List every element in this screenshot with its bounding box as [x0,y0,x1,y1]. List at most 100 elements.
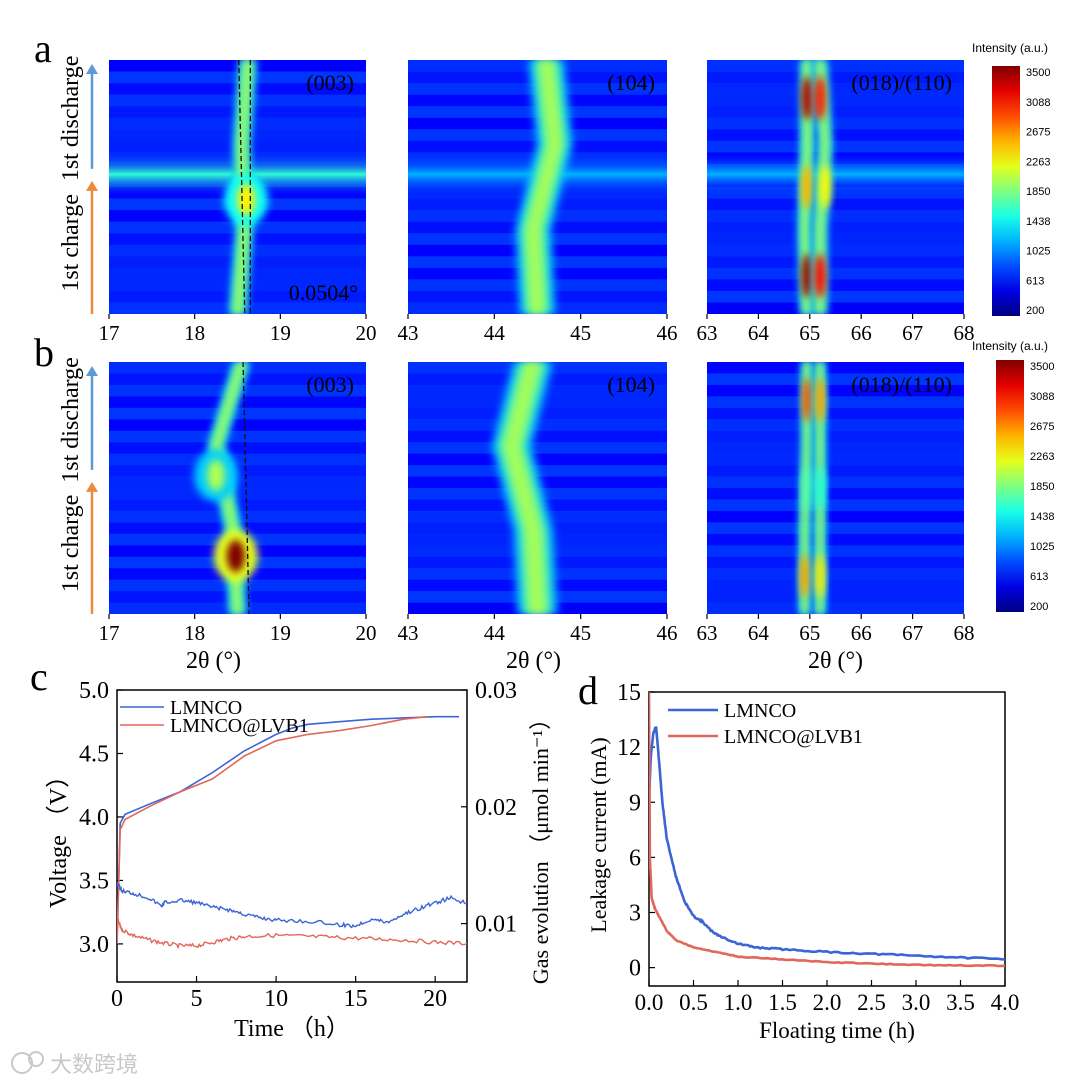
peak-018-hotspot [802,466,812,510]
heatmap-band [109,453,366,466]
y-tick-label: 3.0 [79,932,109,958]
heatmap-b-1: (003) 17 18 19 20 2θ (°) [99,361,377,674]
peak-110-hotspot [815,466,825,510]
peak-annotation: (104) [607,70,655,95]
heatmap-band [408,453,667,466]
x-axis-title: Time （h） [234,1016,350,1042]
colorbar-tick-label: 1025 [1026,246,1050,258]
y-axis-labels: 1st charge 1st discharge [58,56,84,292]
series-line-1 [117,715,428,944]
x-tick-label: 64 [748,621,770,645]
heatmap-band [707,140,964,153]
heatmap-band [109,488,366,500]
y-tick-label: 4.5 [79,741,109,767]
colorbar-tick-label: 1850 [1030,481,1054,493]
heatmap-band [707,384,964,397]
peak-annotation: (104) [607,372,655,397]
heatmap-band [109,419,366,432]
heatmap-band [707,244,964,257]
legend-label: LMNCO [170,697,242,719]
heatmap-panel-b: b 1st charge 1st discharge (003) 17 18 19 20 2θ … [34,330,975,674]
heatmap-band [707,510,964,523]
colorbar-tick-label: 2675 [1030,421,1054,433]
heatmap-band [707,442,964,455]
x-tick-label: 18 [184,621,205,645]
series-group [117,715,467,950]
colorbar-tick-label: 2675 [1026,127,1050,139]
y-tick-label: 3 [629,901,641,927]
heatmap-band [707,453,964,466]
x-tick-label: 2.5 [857,990,886,1015]
x-tick-label: 43 [398,321,419,345]
colorbar-tick-label: 2263 [1026,156,1050,168]
peak-annotation: (003) [306,70,354,95]
heatmap-band [109,442,366,455]
x-tick-label: 67 [902,621,923,645]
x-axis-ticks: 17 18 19 20 [99,314,377,345]
y-axis-labels: 1st charge 1st discharge [58,357,84,592]
x-tick-label: 45 [570,321,591,345]
y-right-tick-label: 0.01 [475,912,517,938]
heatmap-band [707,256,964,269]
watermark-logo-icon [11,1052,33,1074]
x-tick-label: 10 [264,986,288,1012]
colorbar-label: Intensity (a.u.) [972,339,1048,353]
heatmap-band [707,488,964,500]
x-tick-label: 68 [954,621,975,645]
colorbar-tick-label: 200 [1026,305,1044,317]
peak-annotation: (018)/(110) [851,372,952,397]
series-line-2 [117,882,467,929]
y-label-charge: 1st charge [58,194,84,292]
heatmap-band [707,591,964,604]
heatmap-band [707,302,964,314]
legend-label: LMNCO [724,700,796,722]
dashed-reference-line [242,361,250,615]
y-tick-label: 5.0 [79,678,109,704]
x-tick-label: 0 [111,986,123,1012]
series-line-0 [117,715,459,944]
heatmap-band [707,407,964,420]
peak-104 [525,60,563,314]
x-tick-label: 46 [657,621,678,645]
y-label-discharge: 1st discharge [58,357,84,483]
x-tick-label: 0.0 [635,990,664,1015]
peak-annotation: (018)/(110) [851,70,952,95]
colorbar-tick-label: 3088 [1026,97,1050,109]
series-line-0 [649,726,1005,961]
arrow-charge-head [86,180,98,191]
heatmap-band [109,407,366,420]
y-axis-title: Leakage current (mA) [586,737,611,932]
heatmap-b-3: (018)/(110) 63 64 65 66 67 68 2θ (°) [697,362,975,674]
peak-003-mid-bright [237,183,256,216]
x-axis-title: 2θ (°) [506,648,561,674]
x-tick-label: 63 [697,621,718,645]
heatmap-band [109,60,366,73]
heatmap-band [707,602,964,614]
heatmap-a-1: (003) 0.0504° 17 18 19 20 [99,59,377,345]
colorbar-tick-label: 200 [1030,601,1048,613]
heatmap-a-3: (018)/(110) 63 64 65 66 67 68 [697,60,975,345]
heatmap-band [408,430,667,443]
y-tick-label: 12 [617,735,641,761]
y-tick-label: 4.0 [79,805,109,831]
heatmap-band [707,579,964,592]
colorbar-tick-label: 3088 [1030,391,1054,403]
heatmap-band [707,362,964,374]
heatmap-band [707,117,964,130]
heatmap-band [408,442,667,455]
x-tick-label: 44 [484,621,506,645]
peak-annotation: (003) [306,372,354,397]
heatmap-band [707,522,964,535]
heatmap-b-2: (104) 43 44 45 46 2θ (°) [398,362,678,674]
x-tick-label: 0.5 [679,990,708,1015]
watermark: 大数跨境 [11,1051,138,1077]
x-tick-label: 20 [356,621,377,645]
y-right-axis-title: Gas evolution （μmol min⁻¹） [528,708,553,984]
colorbar-a: Intensity (a.u.) 3500 3088 2675 2263 1850 1438… [972,41,1051,317]
heatmap-panel-a: a 1st charge 1st discharge (003) 0.0504° 17 18… [34,26,975,345]
heatmap-band [707,198,964,211]
line-plot-d: d 0 3 6 9 12 15 0.0 0.5 1.0 1.5 2.0 2.5 3.0 3.5 4.0 Floa… [578,668,1019,1043]
y-label-charge: 1st charge [58,495,84,593]
colorbar-gradient [996,360,1024,612]
